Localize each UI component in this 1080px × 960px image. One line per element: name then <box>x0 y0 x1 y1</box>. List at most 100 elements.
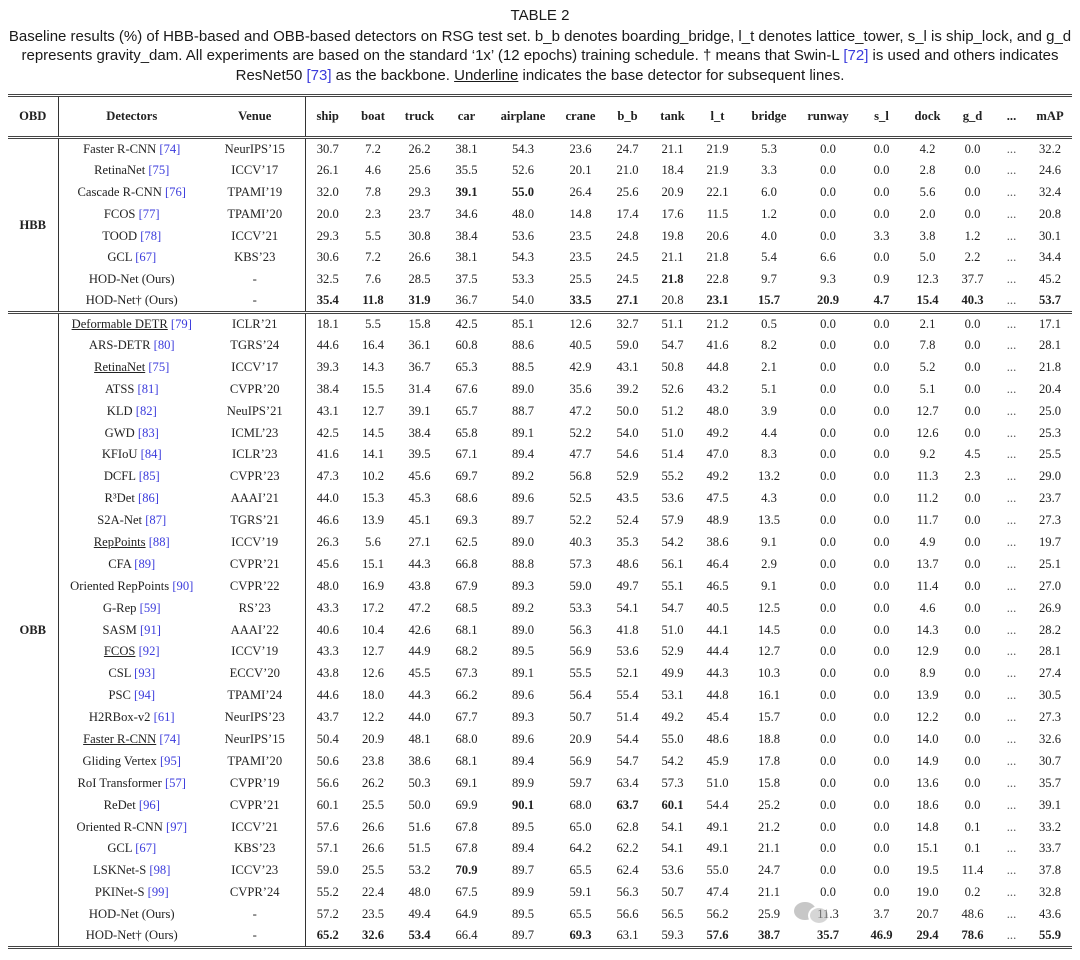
ellipsis-cell: ... <box>1006 337 1017 352</box>
ellipsis-cell: ... <box>1006 666 1017 681</box>
value-cell: 56.8 <box>569 469 592 484</box>
citation-link[interactable]: [85] <box>138 469 160 484</box>
citation-link[interactable]: [80] <box>153 337 175 352</box>
value-cell: 43.1 <box>616 359 639 374</box>
citation-link[interactable]: [89] <box>134 556 156 571</box>
citation-link[interactable]: [67] <box>135 841 157 856</box>
value-cell: 0.1 <box>964 819 981 834</box>
citation-link[interactable]: [88] <box>148 534 170 549</box>
table-row: HOD-Net (Ours) -57.2 23.5 49.4 64.9 89.5 65.5 5… <box>8 903 1072 926</box>
group-hbb: HBB Faster R-CNN [74] NeurIPS’15 30.7 7.2 26.… <box>8 137 1072 313</box>
table-row: LSKNet-S [98] ICCV’23 59.0 25.5 53.2 70.9 89.7… <box>8 859 1072 882</box>
ellipsis-cell: ... <box>1006 491 1017 506</box>
value-cell: 65.8 <box>455 425 478 440</box>
value-cell: 55.5 <box>569 666 592 681</box>
value-cell: 53.6 <box>661 863 684 878</box>
citation-link[interactable]: [93] <box>134 666 156 681</box>
citation-link[interactable]: [78] <box>140 228 162 243</box>
value-cell: 20.9 <box>361 731 385 746</box>
value-cell: 14.0 <box>916 731 939 746</box>
map-cell: 37.8 <box>1038 863 1062 878</box>
table-row: ATSS [81] CVPR’20 38.4 15.5 31.4 67.6 89.0 35.6… <box>8 378 1072 401</box>
citation-link[interactable]: [86] <box>138 491 159 506</box>
venue-cell: NeuIPS’21 <box>205 400 306 423</box>
citation-link[interactable]: [92] <box>138 644 160 659</box>
citation-link[interactable]: [82] <box>135 403 157 418</box>
value-cell: 19.8 <box>661 228 684 243</box>
ellipsis-cell: ... <box>1006 272 1017 287</box>
value-cell: 41.6 <box>316 447 339 462</box>
table-row: FCOS [92] ICCV’19 43.3 12.7 44.9 68.2 89.5 56.9… <box>8 640 1072 663</box>
citation-link[interactable]: [75] <box>148 359 170 374</box>
value-cell: 54.1 <box>661 819 684 834</box>
venue-cell: TGRS’21 <box>205 509 306 532</box>
map-cell: 28.1 <box>1038 337 1062 352</box>
venue-cell: ICCV’17 <box>205 356 306 379</box>
column-header: s_l <box>874 109 889 123</box>
citation-link[interactable]: [84] <box>140 447 162 462</box>
value-cell: 45.6 <box>316 556 339 571</box>
value-cell: 42.6 <box>408 622 431 637</box>
value-cell: 12.3 <box>916 272 939 287</box>
citation-link[interactable]: [67] <box>135 250 157 265</box>
value-cell: 54.4 <box>616 731 639 746</box>
citation-link[interactable]: [81] <box>137 381 159 396</box>
citation-link[interactable]: [95] <box>159 753 181 768</box>
ellipsis-cell: ... <box>1006 206 1017 221</box>
value-cell: 47.2 <box>569 403 592 418</box>
citation-link[interactable]: [77] <box>138 206 160 221</box>
value-cell: 29.3 <box>316 228 339 243</box>
value-cell: 51.4 <box>616 710 639 725</box>
value-cell: 55.2 <box>316 885 339 900</box>
detector-name: HOD-Net† (Ours) <box>85 293 178 308</box>
citation-link[interactable]: [74] <box>159 141 181 156</box>
citation-link[interactable]: [57] <box>164 775 186 790</box>
detector-cell: HOD-Net (Ours) <box>58 269 205 291</box>
citation-link[interactable]: [76] <box>164 184 186 199</box>
citation-link[interactable]: [59] <box>139 600 161 615</box>
detector-cell: ATSS [81] <box>58 378 205 400</box>
citation-link[interactable]: [74] <box>159 731 181 746</box>
value-cell: 35.6 <box>569 381 592 396</box>
citation-link[interactable]: [97] <box>166 819 188 834</box>
value-cell: 26.6 <box>361 841 385 856</box>
value-cell: 0.0 <box>873 513 890 528</box>
map-cell: 28.1 <box>1038 644 1062 659</box>
map-cell: 39.1 <box>1038 797 1062 812</box>
citation-link[interactable]: [72] <box>843 47 869 64</box>
ellipsis-cell: ... <box>1006 775 1017 790</box>
detector-cell: S2A-Net [87] <box>58 510 205 532</box>
detector-cell: CSL [93] <box>58 663 205 685</box>
citation-link[interactable]: [98] <box>149 863 171 878</box>
value-cell: 0.0 <box>820 753 836 768</box>
value-cell: 56.4 <box>569 688 592 703</box>
value-cell: 26.2 <box>361 775 385 790</box>
detector-name: Faster R-CNN <box>83 141 157 156</box>
map-cell: 23.7 <box>1038 491 1062 506</box>
citation-link[interactable]: [75] <box>148 162 170 177</box>
venue-cell: ICCV’21 <box>205 225 306 247</box>
citation-link[interactable]: [99] <box>147 885 169 900</box>
citation-link[interactable]: [73] <box>306 66 332 84</box>
citation-link[interactable]: [90] <box>172 578 194 593</box>
value-cell: 15.7 <box>757 710 781 725</box>
value-cell: 89.1 <box>511 666 535 681</box>
detector-cell: SASM [91] <box>58 619 205 641</box>
ellipsis-cell: ... <box>1006 841 1017 856</box>
citation-link[interactable]: [96] <box>138 797 160 812</box>
citation-link[interactable]: [83] <box>137 425 159 440</box>
citation-link[interactable]: [61] <box>153 710 175 725</box>
caption-text: indicates the base detector for subseque… <box>518 66 845 84</box>
citation-link[interactable]: [87] <box>145 513 167 528</box>
value-cell: 21.1 <box>661 141 684 156</box>
detector-name: KLD <box>106 403 133 418</box>
citation-link[interactable]: [91] <box>139 622 161 637</box>
map-cell: 20.4 <box>1038 381 1062 396</box>
citation-link[interactable]: [94] <box>134 688 156 703</box>
value-cell: 70.9 <box>455 863 478 878</box>
citation-link[interactable]: [79] <box>170 316 192 331</box>
value-cell: 10.4 <box>361 622 385 637</box>
value-cell: 52.9 <box>661 644 684 659</box>
ellipsis-cell: ... <box>1006 578 1017 593</box>
detector-name: RetinaNet <box>94 162 146 177</box>
